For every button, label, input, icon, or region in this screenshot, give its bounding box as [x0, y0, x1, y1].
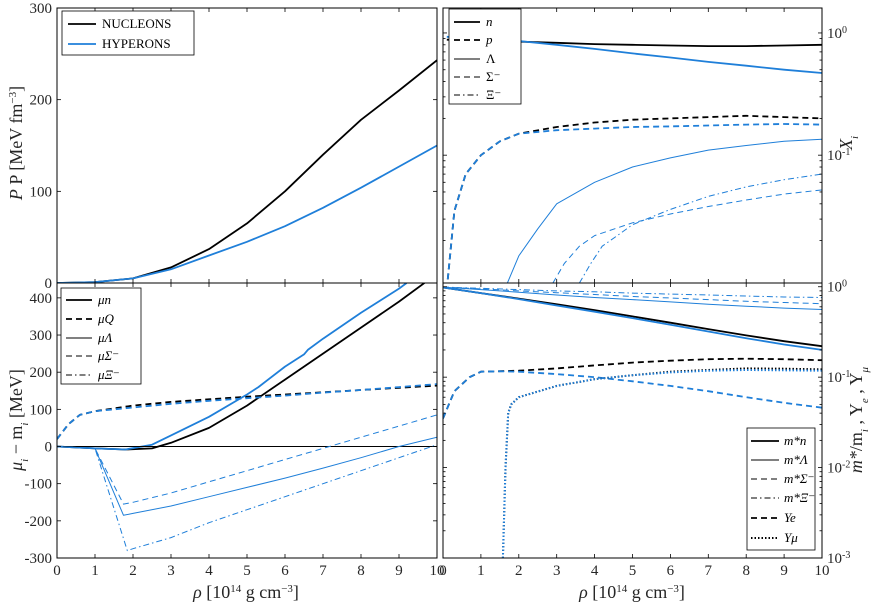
y-tick-label: 200 [30, 365, 53, 381]
y-tick-label: 200 [30, 93, 53, 109]
legend-m-sigma: m*Σ⁻ [784, 471, 814, 486]
legend-y-mu: Yμ [784, 530, 798, 545]
legend-m-n: m*n [784, 433, 806, 448]
x-tick-label: 7 [705, 563, 713, 579]
x-tick-label: 2 [515, 563, 523, 579]
legend-m-xi: m*Ξ⁻ [784, 490, 815, 505]
series-m [443, 286, 822, 305]
x-tick-label: 0 [439, 563, 447, 579]
xlabel-left: ρ [1014 g cm−3] [192, 582, 299, 602]
series-group [443, 286, 822, 558]
legend-mu-q: μQ [97, 311, 115, 326]
series- [57, 414, 437, 505]
series-n-hyperons [57, 283, 408, 451]
y-tick-label: -100 [25, 477, 53, 493]
y-tick-label: 10-1 [827, 369, 850, 387]
y-tick-label: 100 [30, 184, 53, 200]
x-tick-label: 1 [477, 563, 485, 579]
legend-xi: Ξ⁻ [486, 87, 501, 102]
ylabel-fractions: Xi [836, 136, 861, 151]
x-tick-label: 3 [553, 563, 561, 579]
series-p-nucleons [446, 114, 822, 283]
y-tick-label: 10-1 [827, 147, 850, 165]
series-q-hyperons [57, 383, 437, 440]
series-y-hyperons [501, 369, 822, 558]
y-tick-label: 0 [45, 276, 53, 292]
series- [506, 138, 822, 283]
y-tick-label: -300 [25, 551, 53, 567]
legend-sigma: Σ⁻ [486, 69, 500, 84]
legend-nucleons: NUCLEONS [102, 16, 171, 31]
legend-hyperons: HYPERONS [102, 36, 171, 51]
ylabel-chemical-potential: μi − mi [MeV] [6, 369, 31, 472]
series- [552, 189, 822, 283]
legend-y-e: Ye [784, 510, 796, 525]
series-hyperons [57, 144, 437, 283]
x-tick-label: 8 [742, 563, 750, 579]
series- [578, 173, 822, 283]
x-tick-label: 4 [205, 563, 213, 579]
xlabel-right: ρ [1014 g cm−3] [578, 582, 685, 602]
y-tick-label: 100 [827, 278, 847, 296]
legend-bottom-left: μn μQ μΛ μΣ⁻ μΞ⁻ [60, 287, 142, 385]
x-tick-label: 10 [430, 563, 445, 579]
y-tick-label: -200 [25, 514, 53, 530]
series-m [443, 286, 822, 310]
legend-mu-xi: μΞ⁻ [97, 367, 120, 382]
x-tick-label: 7 [319, 563, 327, 579]
x-tick-label: 8 [357, 563, 365, 579]
x-tick-label: 2 [129, 563, 137, 579]
y-tick-label: 10-3 [827, 550, 850, 568]
x-tick-label: 3 [167, 563, 175, 579]
legend-top-right: n p Λ Σ⁻ Ξ⁻ [448, 8, 522, 105]
legend-mu-n: μn [97, 292, 111, 307]
series- [57, 444, 437, 552]
x-tick-label: 10 [815, 563, 830, 579]
y-tick-label: 300 [30, 328, 53, 344]
series-nucleons [57, 59, 437, 283]
panel-chemical-potentials: 0 1 2 3 4 5 6 7 8 9 10 -300 -200 -100 0 100 200 300 400 [25, 282, 445, 579]
legend-top-left: NUCLEONS HYPERONS [61, 10, 195, 56]
y-tick-label: 100 [827, 24, 847, 42]
y-tick-label: 400 [30, 291, 53, 307]
x-tick-label: 4 [591, 563, 599, 579]
ylabel-effective-mass: m*/mi , Ye , Yμ [846, 366, 871, 473]
y-tick-label: 10-2 [827, 459, 850, 477]
legend-mu-sigma: μΣ⁻ [97, 348, 119, 363]
legend-n: n [486, 14, 493, 29]
ylabel-pressure: P P [MeV fm−3] [6, 86, 26, 201]
legend-lambda: Λ [486, 51, 496, 66]
series-group [57, 283, 437, 552]
series-ye-hyperons [443, 370, 822, 419]
x-tick-label: 9 [395, 563, 403, 579]
x-tick-label: 6 [281, 563, 289, 579]
x-tick-label: 0 [53, 563, 61, 579]
x-tick-label: 5 [243, 563, 251, 579]
series- [57, 436, 437, 516]
x-tick-label: 9 [780, 563, 788, 579]
series-m [443, 286, 822, 298]
legend-p: p [485, 32, 493, 47]
series-group [57, 59, 437, 283]
legend-m-lambda: m*Λ [784, 452, 808, 467]
x-tick-label: 1 [91, 563, 99, 579]
y-tick-label: 300 [30, 1, 53, 17]
y-tick-label: 100 [30, 402, 53, 418]
y-tick-label: 0 [45, 440, 53, 456]
series-m-n-hyperons [443, 286, 822, 351]
legend-bottom-right: m*n m*Λ m*Σ⁻ m*Ξ⁻ Ye Yμ [746, 427, 816, 551]
legend-mu-lambda: μΛ [97, 330, 113, 345]
x-tick-label: 5 [629, 563, 637, 579]
x-tick-label: 6 [667, 563, 675, 579]
series-p-hyperons [446, 123, 822, 283]
